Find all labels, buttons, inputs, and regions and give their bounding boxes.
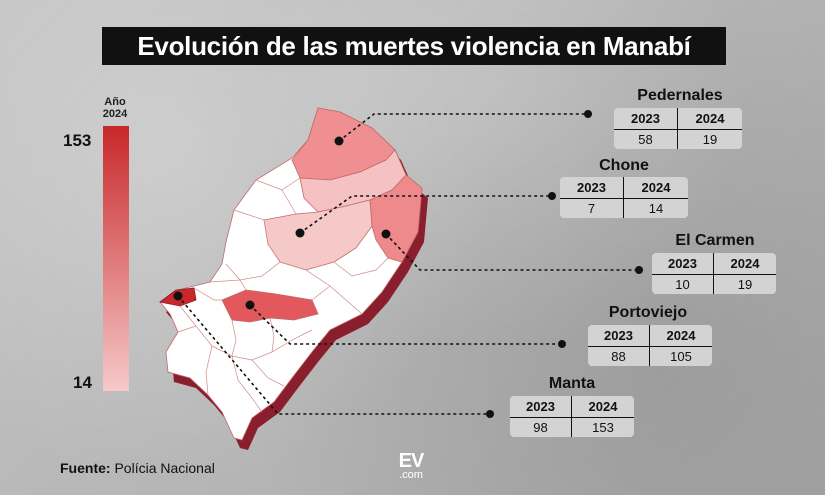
leader-pedernales (338, 113, 586, 142)
table-pedernales: 2023 2024 58 19 (614, 108, 742, 149)
label-portoviejo: Portoviejo (608, 304, 688, 321)
canton-borders (177, 177, 389, 413)
logo-sub: .com (399, 469, 423, 481)
leader-manta (177, 295, 488, 415)
leader-end-dots (486, 110, 643, 418)
label-chone: Chone (599, 157, 649, 174)
source-value: Polícia Nacional (114, 460, 215, 476)
legend-max-value: 153 (63, 131, 92, 150)
end-dot-portoviejo (558, 340, 566, 348)
label-el-carmen: El Carmen (675, 232, 755, 249)
table-header-2024: 2024 (624, 177, 688, 199)
table-header-2023: 2023 (588, 325, 650, 347)
value-2023: 7 (560, 198, 624, 218)
table-chone: 2023 2024 7 14 (560, 177, 688, 218)
table-header-2023: 2023 (560, 177, 624, 199)
value-2023: 10 (652, 274, 714, 294)
logo-main: EV (398, 450, 425, 472)
ecuavisa-logo: EV .com (392, 450, 430, 481)
label-manta: Manta (548, 375, 596, 392)
legend-color-scale (103, 126, 129, 391)
label-pedernales: Pedernales (637, 87, 723, 104)
table-header-2024: 2024 (572, 396, 634, 418)
table-header-2024: 2024 (650, 325, 712, 347)
leader-portoviejo (249, 304, 560, 345)
page-title: Evolución de las muertes violencia en Ma… (102, 27, 726, 65)
table-header-2024: 2024 (678, 108, 742, 130)
table-header-2023: 2023 (510, 396, 572, 418)
end-dot-pedernales (584, 110, 592, 118)
end-dot-chone (548, 192, 556, 200)
table-header-2024: 2024 (714, 253, 776, 275)
table-el-carmen: 2023 2024 10 19 (652, 253, 776, 294)
legend-year-label-2: 2024 (102, 108, 128, 120)
table-manta: 2023 2024 98 153 (510, 396, 634, 437)
source-label: Fuente: (60, 460, 111, 476)
value-2024: 153 (592, 419, 614, 435)
value-2024: 19 (737, 276, 753, 292)
value-2024: 105 (670, 348, 692, 364)
end-dot-el-carmen (635, 266, 643, 274)
table-header-2023: 2023 (652, 253, 714, 275)
leader-el-carmen (385, 233, 637, 271)
leader-lines (177, 113, 637, 415)
value-2023: 58 (614, 129, 678, 149)
source-note: Fuente: Polícia Nacional (60, 460, 215, 476)
legend-year-label-1: Año (104, 96, 126, 108)
value-2024: 19 (702, 131, 718, 147)
legend-year-label: Año 2024 (94, 96, 136, 120)
value-2024: 14 (648, 200, 664, 216)
region-portoviejo (221, 289, 319, 323)
end-dot-manta (486, 410, 494, 418)
value-2023: 88 (588, 346, 650, 366)
table-header-2023: 2023 (614, 108, 678, 130)
legend-min-value: 14 (73, 373, 92, 392)
table-portoviejo: 2023 2024 88 105 (588, 325, 712, 366)
value-2023: 98 (510, 417, 572, 437)
